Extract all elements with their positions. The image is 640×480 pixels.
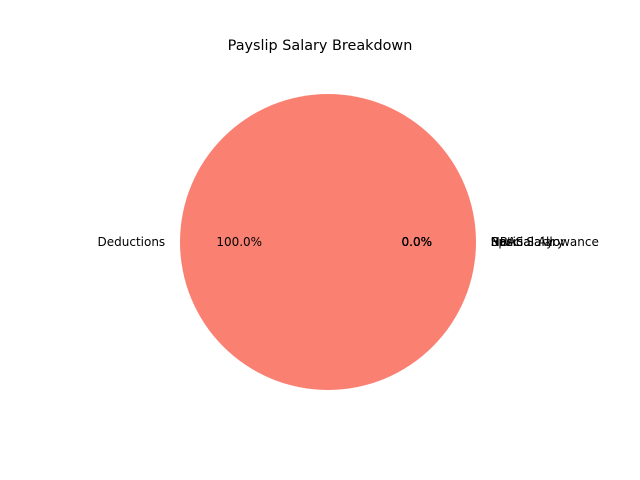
pie-slice-deductions [180, 94, 476, 390]
slice-label-basic-salary: Basic Salary [491, 235, 564, 249]
slice-percent-deductions: 100.0% [216, 235, 262, 249]
slice-label-special-allowance: Special Allowance [491, 235, 599, 249]
chart-title: Payslip Salary Breakdown [228, 38, 413, 54]
slice-percent-special-allowance: 0.0% [402, 235, 433, 249]
slice-label-hra: HRA [491, 235, 517, 249]
slice-percent-net-salary: 0.0% [402, 235, 433, 249]
slice-percent-hra: 0.0% [402, 235, 433, 249]
slice-label-net-salary: Net Salary [491, 235, 554, 249]
slice-label-deductions: Deductions [98, 235, 166, 249]
slice-percent-basic-salary: 0.0% [402, 235, 433, 249]
pie-slices [180, 94, 476, 390]
